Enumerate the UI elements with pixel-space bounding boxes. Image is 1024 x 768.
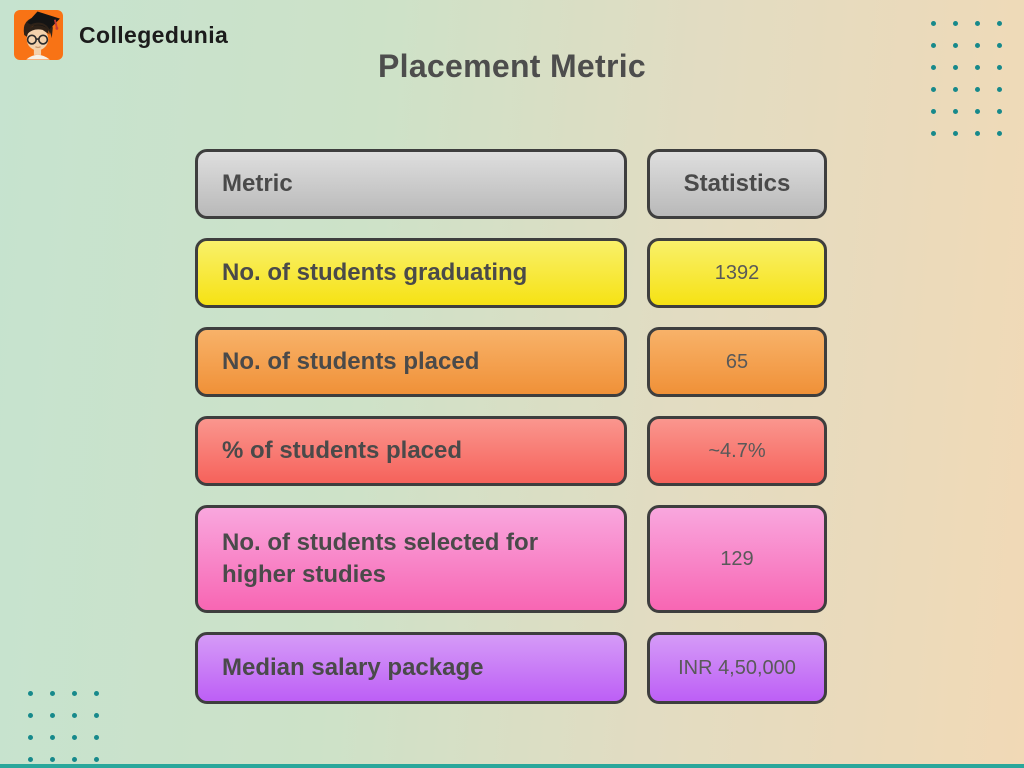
header-metric-label: Metric xyxy=(222,169,293,197)
dot xyxy=(930,86,936,92)
dot xyxy=(996,86,1002,92)
dot xyxy=(27,734,33,740)
dot xyxy=(71,712,77,718)
metric-label: Median salary package xyxy=(222,653,484,681)
value-text: 129 xyxy=(720,547,754,570)
dot xyxy=(93,756,99,762)
dot xyxy=(49,756,55,762)
dot xyxy=(49,690,55,696)
brand-header[interactable]: Collegedunia xyxy=(14,10,228,60)
dot xyxy=(952,20,958,26)
metric-label: % of students placed xyxy=(222,436,463,464)
header-statistics-label: Statistics xyxy=(683,170,791,197)
dot xyxy=(952,108,958,114)
dot xyxy=(930,42,936,48)
dot xyxy=(93,712,99,718)
table-row: No. of students placed 65 xyxy=(195,327,827,397)
dot xyxy=(974,130,980,136)
dot xyxy=(974,108,980,114)
decorative-dot-grid-bottom-left xyxy=(19,682,107,768)
dot xyxy=(974,64,980,70)
value-cell: 129 xyxy=(647,505,827,613)
dot xyxy=(71,756,77,762)
table-row: No. of students graduating 1392 xyxy=(195,238,827,308)
metric-cell: Median salary package xyxy=(195,632,627,704)
dot xyxy=(952,42,958,48)
value-text: ~4.7% xyxy=(708,439,766,462)
decorative-dot-grid-top-right xyxy=(922,12,1010,144)
dot xyxy=(996,130,1002,136)
value-cell: 1392 xyxy=(647,238,827,308)
table-row: % of students placed ~4.7% xyxy=(195,416,827,486)
metric-cell: No. of students selected for higher stud… xyxy=(195,505,627,613)
dot xyxy=(71,734,77,740)
dot xyxy=(49,712,55,718)
bottom-accent-bar xyxy=(0,764,1024,768)
table-row: Median salary package INR 4,50,000 xyxy=(195,632,827,704)
collegedunia-logo-icon[interactable] xyxy=(14,10,63,60)
dot xyxy=(974,20,980,26)
value-cell: ~4.7% xyxy=(647,416,827,486)
dot xyxy=(952,86,958,92)
dot xyxy=(996,20,1002,26)
placement-metric-table: Metric Statistics No. of students gradua… xyxy=(195,149,827,704)
dot xyxy=(930,130,936,136)
header-metric-cell: Metric xyxy=(195,149,627,219)
dot xyxy=(952,64,958,70)
value-cell: INR 4,50,000 xyxy=(647,632,827,704)
dot xyxy=(930,64,936,70)
value-text: INR 4,50,000 xyxy=(678,656,796,679)
dot xyxy=(93,690,99,696)
dot xyxy=(974,86,980,92)
mascot-graduate-icon xyxy=(23,11,60,60)
header-statistics-cell: Statistics xyxy=(647,149,827,219)
dot xyxy=(27,712,33,718)
dot xyxy=(27,756,33,762)
metric-cell: No. of students graduating xyxy=(195,238,627,308)
value-text: 1392 xyxy=(714,261,760,284)
dot xyxy=(974,42,980,48)
value-text: 65 xyxy=(725,350,749,373)
page-title: Placement Metric xyxy=(377,48,647,84)
value-cell: 65 xyxy=(647,327,827,397)
metric-cell: No. of students placed xyxy=(195,327,627,397)
dot xyxy=(71,690,77,696)
metric-label: No. of students placed xyxy=(222,347,480,375)
metric-label: No. of students graduating xyxy=(222,258,528,286)
table-row: No. of students selected for higher stud… xyxy=(195,505,827,613)
dot xyxy=(27,690,33,696)
dot xyxy=(996,108,1002,114)
dot xyxy=(49,734,55,740)
brand-name[interactable]: Collegedunia xyxy=(79,21,229,48)
dot xyxy=(996,64,1002,70)
dot xyxy=(930,108,936,114)
dot xyxy=(952,130,958,136)
dot xyxy=(996,42,1002,48)
table-header-row: Metric Statistics xyxy=(195,149,827,219)
metric-label: No. of students selected for higher stud… xyxy=(222,528,539,588)
dot xyxy=(930,20,936,26)
dot xyxy=(93,734,99,740)
metric-cell: % of students placed xyxy=(195,416,627,486)
